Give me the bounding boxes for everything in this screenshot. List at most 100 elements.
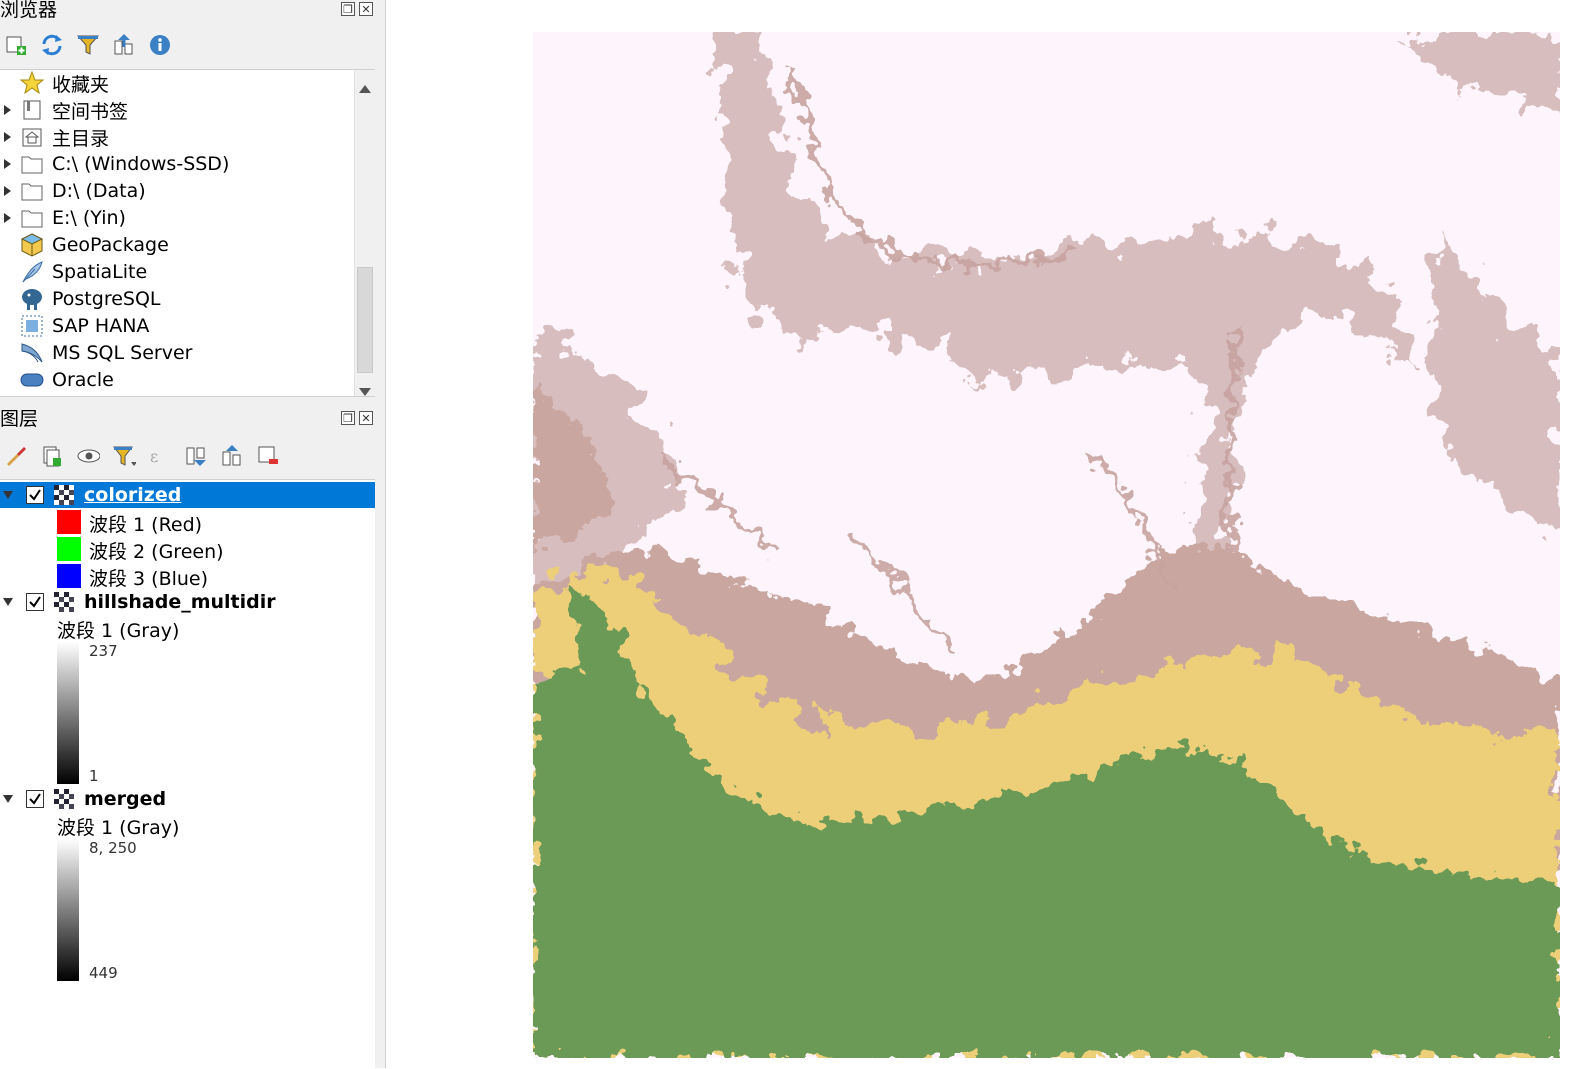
collapse-arrow-icon[interactable] [3, 598, 13, 606]
band-blue-swatch [57, 564, 81, 588]
browser-item-drive-d[interactable]: D:\ (Data) [0, 178, 146, 204]
ramp-max-label: 237 [89, 642, 118, 660]
band-red-swatch [57, 510, 81, 534]
browser-item-label: 主目录 [52, 127, 110, 150]
browser-item-postgresql[interactable]: PostgreSQL [0, 286, 161, 312]
browser-tree: 收藏夹 空间书签 主目录 C:\ (Windows-SSD) D:\ (Data… [0, 69, 375, 397]
remove-layer-icon[interactable] [256, 444, 280, 468]
home-icon [20, 125, 44, 149]
browser-item-label: C:\ (Windows-SSD) [52, 153, 230, 175]
map-canvas[interactable] [533, 32, 1560, 1058]
raster-icon [54, 592, 74, 612]
collapse-arrow-icon[interactable] [3, 795, 13, 803]
float-icon[interactable]: ❐ [341, 2, 355, 16]
style-brush-icon[interactable] [4, 444, 28, 468]
filter-icon[interactable] [76, 33, 100, 57]
layer-visibility-checkbox[interactable] [26, 486, 44, 504]
refresh-icon[interactable] [40, 33, 64, 57]
browser-item-geopackage[interactable]: GeoPackage [0, 232, 169, 258]
browser-panel-title: 浏览器 [0, 0, 58, 21]
browser-item-label: D:\ (Data) [52, 180, 146, 202]
expand-arrow-icon[interactable] [2, 104, 14, 116]
browser-item-sap-hana[interactable]: SAP HANA [0, 313, 149, 339]
elephant-icon [20, 287, 44, 311]
band-label: 波段 3 (Blue) [89, 568, 209, 590]
add-group-icon[interactable] [40, 444, 64, 468]
layer-row-merged[interactable]: merged [0, 786, 375, 812]
band-label: 波段 1 (Gray) [57, 620, 180, 642]
expand-arrow-icon[interactable] [2, 185, 14, 197]
browser-scrollbar[interactable] [354, 70, 375, 396]
layer-name: colorized [84, 484, 182, 506]
feather-icon [20, 260, 44, 284]
layer-name: merged [84, 788, 167, 810]
collapse-all-icon[interactable] [220, 444, 244, 468]
expand-arrow-icon[interactable] [2, 131, 14, 143]
folder-icon [20, 152, 44, 176]
browser-item-drive-e[interactable]: E:\ (Yin) [0, 205, 126, 231]
layer-visibility-checkbox[interactable] [26, 593, 44, 611]
left-panel: 浏览器 ❐ ✕ 收藏夹 空间书签 [0, 0, 386, 1069]
browser-item-label: SAP HANA [52, 315, 150, 337]
browser-item-label: 空间书签 [52, 100, 129, 123]
browser-item-label: 收藏夹 [52, 73, 110, 96]
raster-icon [54, 789, 74, 809]
geopackage-icon [20, 233, 44, 257]
float-icon[interactable]: ❐ [341, 411, 355, 425]
filter-legend-icon[interactable] [112, 444, 136, 468]
browser-item-mssql[interactable]: MS SQL Server [0, 340, 192, 366]
oracle-icon [20, 368, 44, 392]
layer-row-colorized[interactable]: colorized [0, 482, 375, 508]
band-label: 波段 1 (Gray) [57, 817, 180, 839]
close-icon[interactable]: ✕ [359, 411, 373, 425]
browser-item-label: Oracle [52, 369, 114, 391]
layer-row-hillshade[interactable]: hillshade_multidir [0, 589, 375, 615]
add-layer-icon[interactable] [4, 33, 28, 57]
layers-dock-buttons: ❐ ✕ [341, 411, 373, 425]
browser-item-label: E:\ (Yin) [52, 207, 126, 229]
layers-panel-title: 图层 [0, 408, 39, 430]
band-label: 波段 2 (Green) [89, 541, 224, 563]
svg-text:ε: ε [150, 447, 158, 466]
browser-item-home[interactable]: 主目录 [0, 124, 109, 150]
collapse-all-icon[interactable] [112, 33, 136, 57]
browser-item-label: SpatiaLite [52, 261, 148, 283]
browser-toolbar [0, 27, 172, 63]
expand-arrow-icon[interactable] [2, 212, 14, 224]
gray-ramp [57, 839, 79, 981]
browser-item-drive-c[interactable]: C:\ (Windows-SSD) [0, 151, 229, 177]
browser-item-bookmarks[interactable]: 空间书签 [0, 97, 128, 123]
collapse-arrow-icon[interactable] [3, 491, 13, 499]
browser-item-spatialite[interactable]: SpatiaLite [0, 259, 147, 285]
ramp-min-label: 1 [89, 767, 99, 785]
bookmark-icon [20, 98, 44, 122]
ramp-max-label: 8, 250 [89, 839, 137, 857]
folder-icon [20, 206, 44, 230]
browser-item-label: PostgreSQL [52, 288, 161, 310]
scroll-thumb[interactable] [357, 267, 373, 373]
browser-item-label: GeoPackage [52, 234, 169, 256]
scroll-down-icon[interactable] [359, 379, 371, 396]
expression-filter-icon[interactable]: ε [148, 444, 172, 468]
browser-item-favorites[interactable]: 收藏夹 [0, 70, 109, 96]
gray-ramp [57, 642, 79, 784]
hana-icon [20, 314, 44, 338]
expand-all-icon[interactable] [184, 444, 208, 468]
layer-name: hillshade_multidir [84, 591, 276, 613]
terrain-raster [533, 32, 1560, 1058]
star-icon [20, 71, 44, 95]
mssql-icon [20, 341, 44, 365]
folder-icon [20, 179, 44, 203]
scroll-up-icon[interactable] [359, 76, 371, 98]
browser-dock-buttons: ❐ ✕ [341, 2, 373, 16]
info-icon[interactable] [148, 33, 172, 57]
expand-arrow-icon[interactable] [2, 158, 14, 170]
eye-icon[interactable] [76, 444, 100, 468]
raster-icon [54, 485, 74, 505]
ramp-min-label: 449 [89, 964, 118, 982]
layers-tree: colorized 波段 1 (Red) 波段 2 (Green) 波段 3 (… [0, 479, 375, 1069]
browser-item-oracle[interactable]: Oracle [0, 367, 114, 393]
layers-toolbar: ε [0, 438, 280, 474]
close-icon[interactable]: ✕ [359, 2, 373, 16]
layer-visibility-checkbox[interactable] [26, 790, 44, 808]
